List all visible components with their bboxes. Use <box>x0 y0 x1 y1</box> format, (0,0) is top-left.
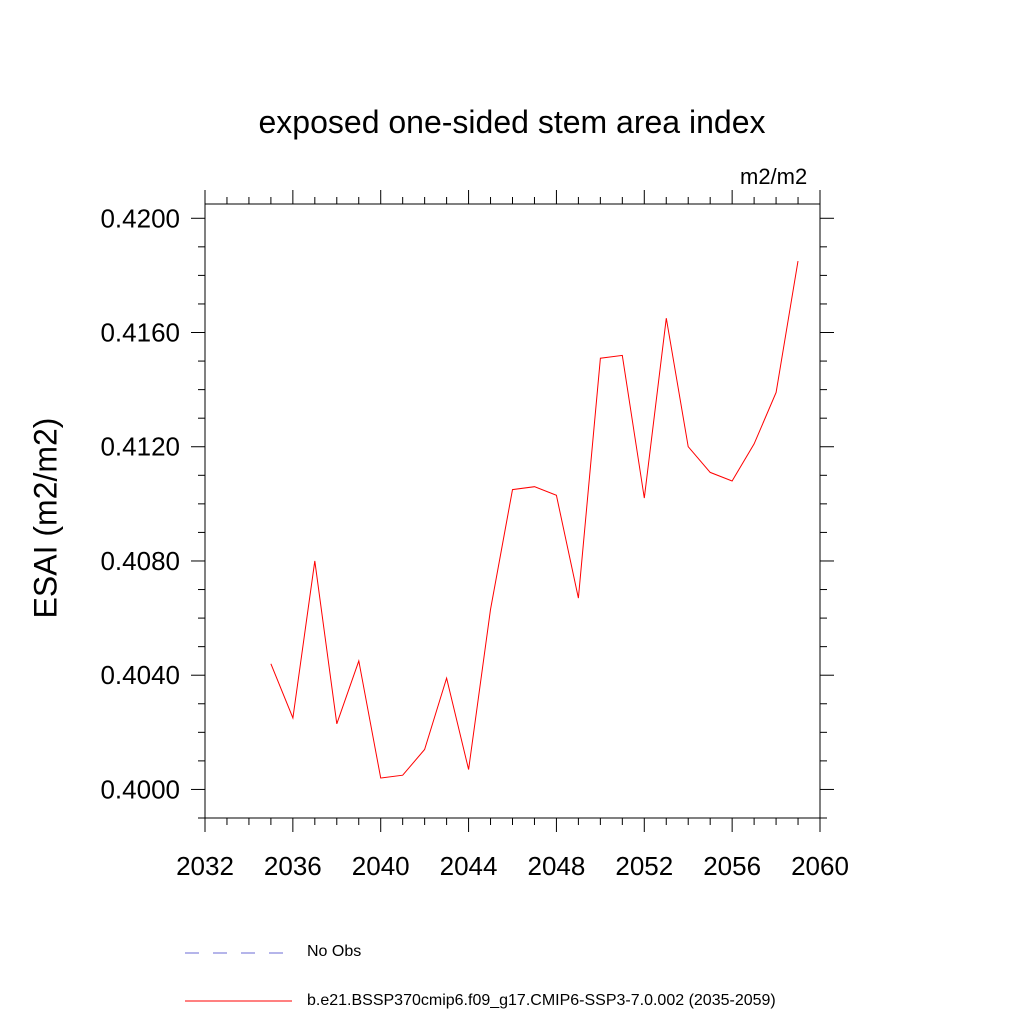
x-tick-label: 2052 <box>615 851 673 881</box>
legend-label-series: b.e21.BSSP370cmip6.f09_g17.CMIP6-SSP3-7.… <box>307 992 776 1009</box>
x-tick-label: 2044 <box>440 851 498 881</box>
y-tick-label: 0.4120 <box>100 432 180 462</box>
x-tick-label: 2040 <box>352 851 410 881</box>
y-tick-label: 0.4200 <box>100 203 180 233</box>
y-tick-label: 0.4080 <box>100 546 180 576</box>
x-tick-label: 2056 <box>703 851 761 881</box>
x-tick-label: 2060 <box>791 851 849 881</box>
chart-title: exposed one-sided stem area index <box>258 104 766 140</box>
units-label: m2/m2 <box>740 164 808 189</box>
x-tick-label: 2032 <box>176 851 234 881</box>
series-line <box>270 261 799 779</box>
y-tick-label: 0.4000 <box>100 774 180 804</box>
x-tick-label: 2048 <box>528 851 586 881</box>
legend-label-no-obs: No Obs <box>307 943 362 960</box>
y-tick-label: 0.4040 <box>100 660 180 690</box>
y-tick-label: 0.4160 <box>100 318 180 348</box>
plot-frame <box>204 203 821 819</box>
x-tick-label: 2036 <box>264 851 322 881</box>
